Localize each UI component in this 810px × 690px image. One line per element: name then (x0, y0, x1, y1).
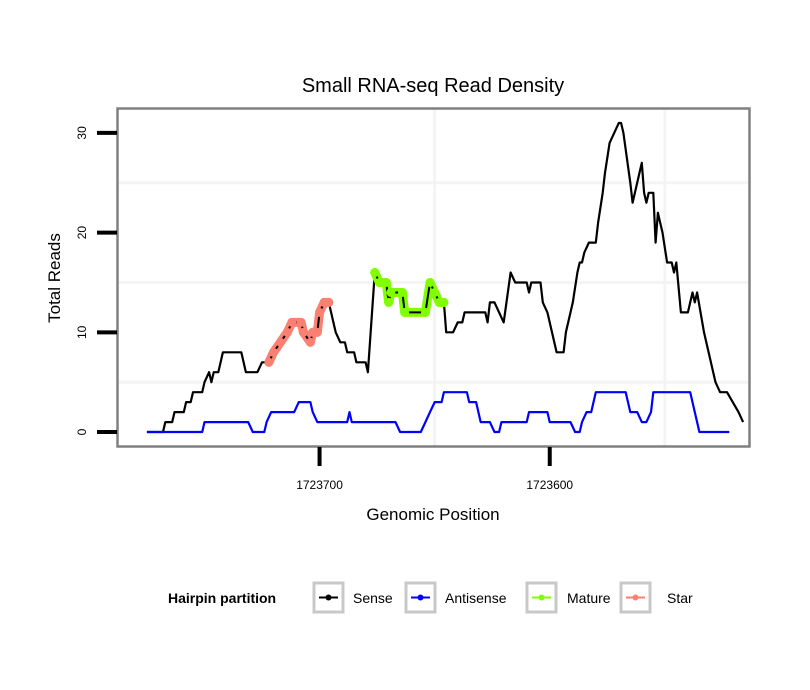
plot-panel (116, 107, 751, 448)
point-star (324, 297, 334, 307)
x-tick-label: 1723700 (296, 478, 343, 492)
point-mature (400, 307, 410, 317)
panel-border (116, 107, 751, 448)
y-tick-label: 0 (75, 428, 89, 435)
point-star (264, 357, 274, 367)
legend: Hairpin partition Sense Antisense Mature… (168, 581, 693, 614)
point-star (296, 317, 306, 327)
x-axis-title: Genomic Position (366, 505, 499, 524)
legend-marker-mature (538, 594, 545, 601)
legend-marker-star (632, 594, 639, 601)
point-mature (425, 277, 435, 287)
point-star (275, 337, 285, 347)
point-mature (430, 287, 440, 297)
legend-item-star: Star (619, 581, 693, 614)
legend-item-sense: Sense (312, 581, 393, 614)
series-antisense-line (146, 391, 730, 434)
chart-title: Small RNA-seq Read Density (302, 75, 564, 97)
point-mature (381, 277, 391, 287)
legend-item-mature: Mature (525, 581, 611, 614)
point-star (282, 327, 292, 337)
point-star (312, 327, 322, 337)
legend-marker-antisense (417, 594, 424, 601)
legend-title: Hairpin partition (168, 590, 276, 606)
legend-label-mature: Mature (567, 590, 611, 606)
y-axis-title: Total Reads (45, 233, 64, 323)
point-mature (384, 297, 394, 307)
point-star (305, 337, 315, 347)
point-mature (386, 287, 396, 297)
legend-marker-sense (325, 594, 332, 601)
point-mature (420, 307, 430, 317)
point-mature (374, 277, 384, 287)
point-mature (397, 287, 407, 297)
y-tick-label: 10 (75, 325, 89, 339)
series-layer (146, 121, 745, 434)
y-axis: 0 10 20 30 (75, 126, 117, 435)
point-star (287, 317, 297, 327)
point-star (315, 307, 325, 317)
legend-label-sense: Sense (353, 590, 393, 606)
point-mature (439, 297, 449, 307)
y-tick-label: 20 (75, 226, 89, 240)
legend-label-antisense: Antisense (445, 590, 507, 606)
legend-label-star: Star (667, 590, 693, 606)
y-tick-label: 30 (75, 126, 89, 140)
point-star (298, 327, 308, 337)
x-axis: 1723700 1723600 (296, 447, 573, 492)
x-tick-label: 1723600 (526, 478, 573, 492)
point-star (269, 347, 279, 357)
legend-item-antisense: Antisense (404, 581, 507, 614)
point-mature (370, 268, 380, 278)
